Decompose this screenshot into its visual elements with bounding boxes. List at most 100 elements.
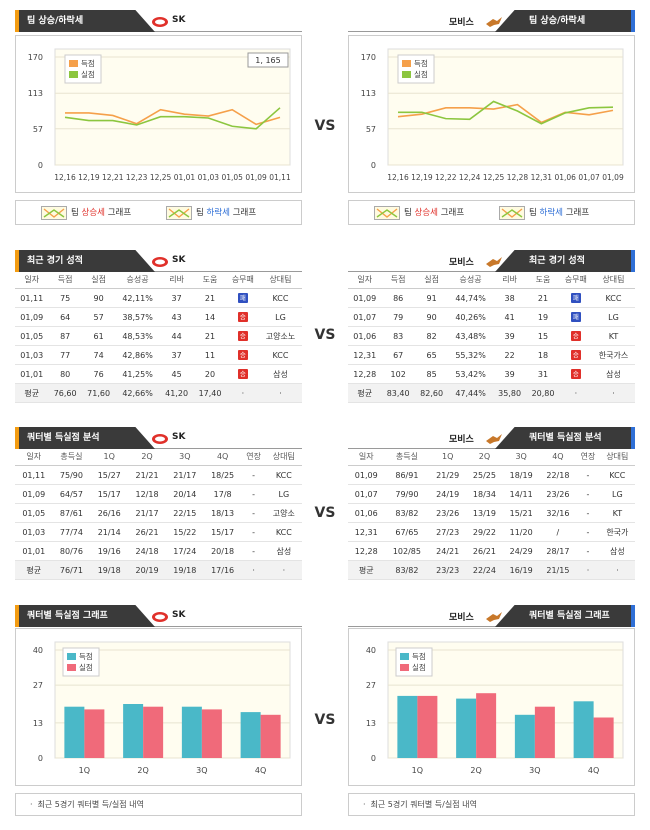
team-label: SK xyxy=(151,610,211,624)
legend-swatch xyxy=(400,664,409,671)
table-cell: 26/21 xyxy=(472,546,496,556)
table-cell: 87/61 xyxy=(59,508,83,518)
header-line xyxy=(15,448,302,449)
team-logo xyxy=(486,612,502,622)
header-cell: 승무패 xyxy=(564,274,587,284)
table-cell: 57 xyxy=(93,312,104,322)
section-title: 최근 경기 성적 xyxy=(27,256,83,266)
logo-shape xyxy=(486,434,502,444)
table-cell: 67 xyxy=(393,350,404,360)
table-cell: · xyxy=(612,388,615,398)
table-cell: 12,31 xyxy=(354,527,378,537)
table-cell: 01,05 xyxy=(22,508,46,518)
table-cell: 75/90 xyxy=(59,470,83,480)
bar xyxy=(201,709,222,758)
table-cell: 21/17 xyxy=(173,470,197,480)
table-cell: 42,86% xyxy=(122,350,153,360)
team-label: SK xyxy=(151,255,211,269)
y-tick-label: 0 xyxy=(371,754,376,763)
chart-footer: · 최근 5경기 쿼터별 득/실점 내역 xyxy=(15,793,302,816)
icon-lines xyxy=(501,209,523,218)
table-cell: 18/25 xyxy=(211,470,235,480)
chart-box xyxy=(15,35,302,193)
legend-text: 그래프 xyxy=(107,208,132,218)
result-icon: 패 xyxy=(570,293,581,303)
table-cell: 77 xyxy=(60,350,71,360)
data-row: 01,09 86 91 44,74% 38 21 패 KCC xyxy=(348,289,635,308)
logo-shape xyxy=(155,614,165,620)
data-row: 01,06 83 82 43,48% 39 15 승 KT xyxy=(348,327,635,346)
legend-text: 팀 xyxy=(71,208,79,218)
vs-label: VS xyxy=(314,712,336,728)
data-row: 01,05 87/61 26/16 21/17 22/15 18/13 - 고양소 xyxy=(15,504,302,523)
stats-table: 일자 득점 실점 승성공 리바 도움 승무패 상대팀 01,09 86 91 44,74% 38 21 패 K… xyxy=(348,270,635,403)
table-cell: 15/22 xyxy=(173,527,197,537)
legend-swatch xyxy=(67,664,76,671)
team-name: 모비스 xyxy=(449,613,474,623)
y-tick-label: 170 xyxy=(361,53,376,62)
data-row: 01,11 75/90 15/27 21/21 21/17 18/25 - KCC xyxy=(15,466,302,485)
average-row: 평균 76,60 71,60 42,66% 41,20 17,40 · · xyxy=(15,383,302,403)
table-cell: 22 xyxy=(504,350,515,360)
table-cell: 01,07 xyxy=(354,489,378,499)
bar xyxy=(240,712,261,758)
table-cell: LG xyxy=(275,312,286,322)
header-cell: 3Q xyxy=(179,451,191,461)
team-logo xyxy=(152,612,168,622)
x-tick-label: 01,09 xyxy=(602,173,624,182)
bar xyxy=(143,706,164,758)
stats-table: 일자 득점 실점 승성공 리바 도움 승무패 상대팀 01,11 75 90 42,11% 37 21 패 K… xyxy=(15,270,302,403)
result-cell: 패 xyxy=(560,289,592,308)
section-tab: 쿼터별 득실점 그래프 xyxy=(495,605,635,627)
data-row: 01,07 79/90 24/19 18/34 14/11 23/26 - LG xyxy=(348,485,635,504)
table-cell: 21 xyxy=(537,293,549,303)
table-cell: 32/16 xyxy=(546,508,570,518)
table-cell: 18/34 xyxy=(472,489,496,499)
table-cell: 11/20 xyxy=(509,527,533,537)
team-logo xyxy=(152,434,168,444)
data-row: 01,05 87 61 48,53% 44 21 승 고양소노 xyxy=(15,327,302,346)
table-cell: 25/25 xyxy=(472,470,496,480)
table-cell: 83/82 xyxy=(395,508,419,518)
team-name: 모비스 xyxy=(449,258,474,268)
table-cell: 19/18 xyxy=(173,565,197,575)
table-cell: 18/19 xyxy=(509,470,533,480)
line-chart: 0 57 113 170 12,16 12,19 12,22 12,24 12,25 12,28 1… xyxy=(361,48,624,182)
table-cell: 40,26% xyxy=(455,312,486,322)
table-cell: KCC xyxy=(275,470,292,480)
result-cell: 승 xyxy=(560,365,592,384)
header-line xyxy=(348,271,635,272)
team-label: 모비스 xyxy=(435,15,495,29)
table-cell: 86/91 xyxy=(395,470,419,480)
table-cell: · xyxy=(241,388,245,398)
table-cell: 12,28 xyxy=(353,369,377,379)
legend-label: 득점 xyxy=(412,651,426,661)
table-cell: 102/85 xyxy=(392,546,421,556)
icon-box xyxy=(499,206,525,220)
legend-swatch xyxy=(402,60,411,67)
section-title: 쿼터별 득실점 그래프 xyxy=(529,611,610,621)
table-cell: 44,74% xyxy=(455,293,486,303)
header-row: 일자 득점 실점 승성공 리바 도움 승무패 상대팀 xyxy=(348,270,635,289)
legend-swatch xyxy=(67,653,76,660)
team-label: SK xyxy=(151,432,211,446)
team-label: 모비스 xyxy=(435,432,495,446)
table-cell: · xyxy=(574,388,578,398)
table-cell: 19 xyxy=(537,312,549,322)
table-cell: 23/23 xyxy=(436,565,460,575)
header-cell: 승무패 xyxy=(231,274,254,284)
table-cell: 01,11 xyxy=(20,293,44,303)
table-cell: 21/21 xyxy=(135,470,159,480)
data-row: 12,28 102/85 24/21 26/21 24/29 28/17 - 삼성 xyxy=(348,542,635,561)
logo-shape xyxy=(155,19,165,25)
table-cell: 01,01 xyxy=(20,369,44,379)
header-cell: 승성공 xyxy=(126,274,149,284)
table-cell: 22/15 xyxy=(173,508,197,518)
table-cell: 14/11 xyxy=(509,489,533,499)
data-row: 01,11 75 90 42,11% 37 21 패 KCC xyxy=(15,289,302,308)
legend-swatch xyxy=(400,653,409,660)
table-cell: 43,48% xyxy=(455,331,486,341)
table-cell: 17,40 xyxy=(198,388,222,398)
vs-label: VS xyxy=(314,505,336,521)
